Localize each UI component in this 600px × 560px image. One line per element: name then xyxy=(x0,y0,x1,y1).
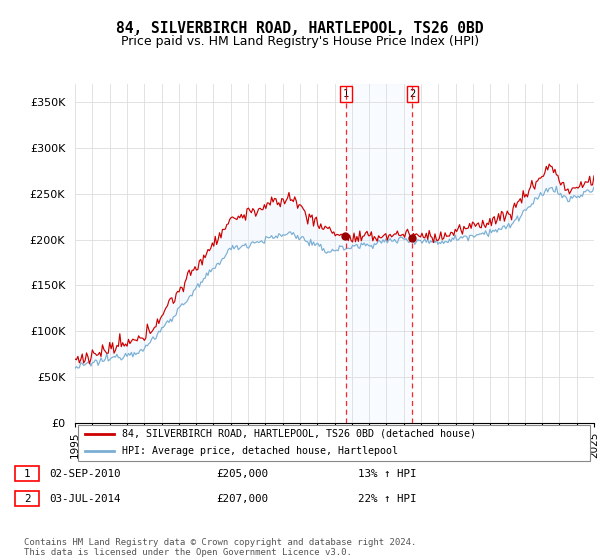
Text: 03-JUL-2014: 03-JUL-2014 xyxy=(49,494,121,504)
FancyBboxPatch shape xyxy=(15,466,39,481)
Bar xyxy=(346,84,412,423)
Text: £207,000: £207,000 xyxy=(217,494,268,504)
Text: 2: 2 xyxy=(24,494,30,504)
Text: HPI: Average price, detached house, Hartlepool: HPI: Average price, detached house, Hart… xyxy=(122,446,398,456)
Text: 2: 2 xyxy=(409,89,415,99)
Text: 1: 1 xyxy=(343,89,349,99)
Text: 13% ↑ HPI: 13% ↑ HPI xyxy=(358,469,416,479)
Text: Contains HM Land Registry data © Crown copyright and database right 2024.
This d: Contains HM Land Registry data © Crown c… xyxy=(24,538,416,557)
Text: 84, SILVERBIRCH ROAD, HARTLEPOOL, TS26 0BD (detached house): 84, SILVERBIRCH ROAD, HARTLEPOOL, TS26 0… xyxy=(122,429,476,439)
Text: £205,000: £205,000 xyxy=(217,469,268,479)
Text: 1: 1 xyxy=(24,469,30,479)
Text: 02-SEP-2010: 02-SEP-2010 xyxy=(49,469,121,479)
FancyBboxPatch shape xyxy=(15,491,39,506)
Text: Price paid vs. HM Land Registry's House Price Index (HPI): Price paid vs. HM Land Registry's House … xyxy=(121,35,479,48)
Text: 22% ↑ HPI: 22% ↑ HPI xyxy=(358,494,416,504)
Text: 84, SILVERBIRCH ROAD, HARTLEPOOL, TS26 0BD: 84, SILVERBIRCH ROAD, HARTLEPOOL, TS26 0… xyxy=(116,21,484,36)
FancyBboxPatch shape xyxy=(77,424,590,461)
